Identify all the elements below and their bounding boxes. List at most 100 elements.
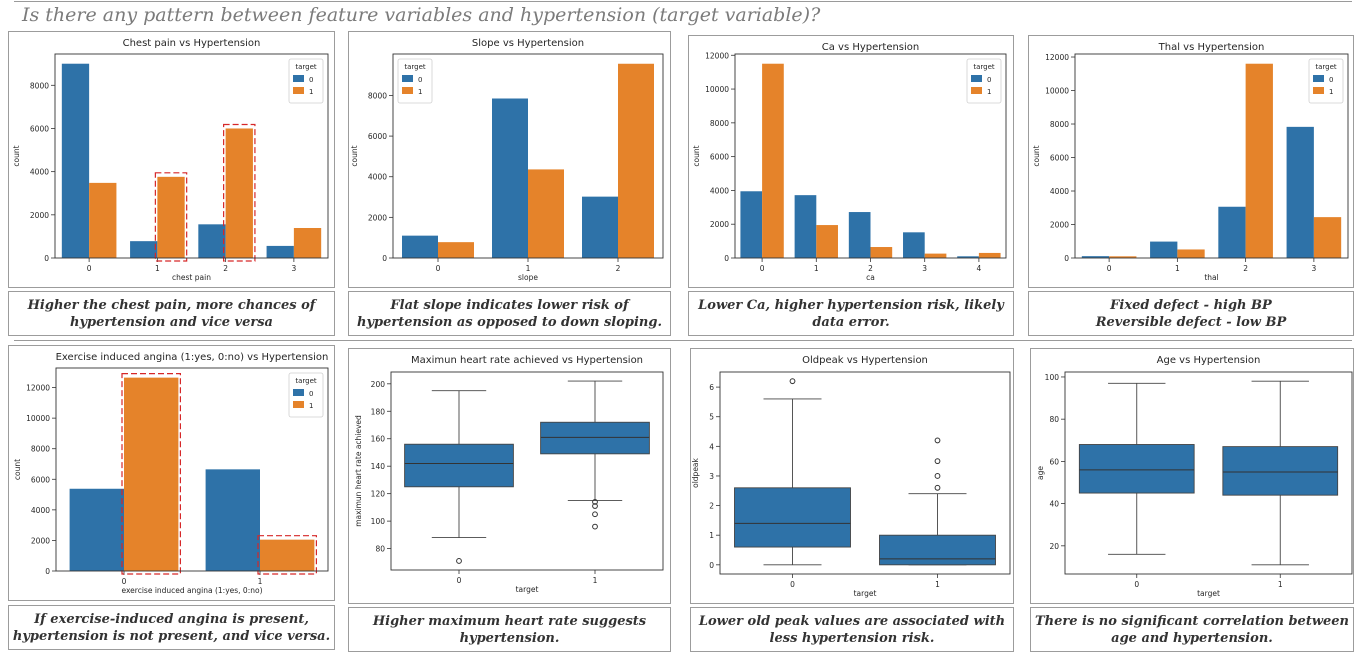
y-tick-label: 8000 xyxy=(368,91,387,100)
y-tick-label: 4000 xyxy=(30,168,49,177)
y-tick-label: 80 xyxy=(375,545,385,554)
x-tick-label: 0 xyxy=(122,577,127,586)
y-axis-label: age xyxy=(1036,466,1045,480)
legend-title: target xyxy=(295,63,317,71)
bar-target1-2 xyxy=(1245,63,1273,258)
highlight-box xyxy=(223,123,256,262)
legend-entry: 0 xyxy=(309,390,313,398)
bar-target1-0 xyxy=(89,182,117,258)
y-tick-label: 40 xyxy=(1049,500,1059,509)
outlier-point xyxy=(592,503,598,509)
legend-entry: 0 xyxy=(309,76,313,84)
y-axis-label: count xyxy=(692,145,701,166)
page-title: Is there any pattern between feature var… xyxy=(22,4,821,26)
oldpeak-chart: Oldpeak vs Hypertension 0 1 2 3 4 5 6 target oldp… xyxy=(691,355,1011,598)
y-tick-label: 8000 xyxy=(30,81,49,90)
bar-target0-2 xyxy=(582,196,618,258)
y-axis-label: count xyxy=(350,145,359,166)
box-target-0 xyxy=(404,443,514,488)
y-tick-label: 1 xyxy=(709,531,714,540)
bar-target1-0 xyxy=(1109,256,1137,258)
outlier-point xyxy=(592,498,598,505)
caption-thal: Fixed defect - high BP Reversible defect… xyxy=(1028,291,1354,336)
legend-entry: 1 xyxy=(309,402,313,410)
y-tick-label: 10000 xyxy=(705,85,729,94)
plot-frame xyxy=(1074,53,1349,259)
outlier-point xyxy=(456,558,462,564)
y-tick-label: 0 xyxy=(44,254,49,263)
x-axis-label: thal xyxy=(1204,273,1218,282)
box-target-0 xyxy=(1078,444,1195,494)
outlier-point xyxy=(592,523,598,530)
y-tick-label: 0 xyxy=(382,254,387,263)
bar-target0-0 xyxy=(1081,256,1110,258)
y-tick-label: 100 xyxy=(1045,373,1060,382)
bar-target0-3 xyxy=(266,245,294,258)
x-tick-label: 1 xyxy=(814,264,819,273)
bar-target0-1 xyxy=(1150,241,1178,258)
caption-oldpeak: Lower old peak values are associated wit… xyxy=(690,607,1014,652)
x-tick-label: 0 xyxy=(1107,264,1112,273)
bar-target0-1 xyxy=(794,195,817,258)
legend-swatch xyxy=(293,401,304,408)
box-target-1 xyxy=(1222,446,1339,496)
bar-target1-0 xyxy=(438,242,474,258)
legend-title: target xyxy=(973,63,995,71)
y-tick-label: 3 xyxy=(709,472,714,481)
outlier-point xyxy=(934,473,941,479)
y-tick-label: 6 xyxy=(709,383,714,392)
bar-target0-3 xyxy=(1286,126,1314,258)
bar-target1-1 xyxy=(260,539,315,571)
x-tick-label: 3 xyxy=(922,264,927,273)
thal-chart-panel: Thal vs Hypertension 0 2000 4000 6000 8000 100… xyxy=(1028,35,1354,288)
x-axis-label: chest pain xyxy=(172,273,211,282)
legend-swatch xyxy=(402,75,413,82)
plot-frame xyxy=(54,53,329,259)
y-tick-label: 0 xyxy=(1064,254,1069,263)
x-axis-label: target xyxy=(1197,589,1220,598)
legend-entry: 0 xyxy=(418,76,422,84)
x-tick-label: 4 xyxy=(977,264,982,273)
y-tick-label: 120 xyxy=(371,490,386,499)
y-tick-label: 200 xyxy=(371,380,386,389)
chest-pain-chart-panel: Chest pain vs Hypertension 0 2000 4000 6000 8… xyxy=(8,31,335,288)
caption-heart-rate: Higher maximum heart rate suggests hyper… xyxy=(348,607,671,652)
outlier-point xyxy=(934,484,941,491)
x-axis-label: exercise induced angina (1:yes, 0:no) xyxy=(121,586,262,595)
legend-swatch xyxy=(971,87,982,94)
highlight-box xyxy=(154,172,188,262)
caption-ca: Lower Ca, higher hypertension risk, like… xyxy=(688,291,1014,336)
legend-entry: 1 xyxy=(309,88,313,96)
x-tick-label: 1 xyxy=(593,576,598,585)
y-tick-label: 8000 xyxy=(31,445,50,454)
chart-title: Maximun heart rate achieved vs Hypertens… xyxy=(411,355,643,366)
bar-target0-0 xyxy=(402,235,438,258)
age-chart: Age vs Hypertension 20 40 60 80 100 target age 0… xyxy=(1036,355,1353,598)
legend-entry: 1 xyxy=(987,88,991,96)
y-tick-label: 2000 xyxy=(30,211,49,220)
legend-swatch xyxy=(293,389,304,396)
legend-entry: 0 xyxy=(1329,76,1333,84)
bar-target0-0 xyxy=(61,63,90,258)
y-tick-label: 8000 xyxy=(710,119,729,128)
bar-target0-1 xyxy=(205,469,260,571)
highlight-box xyxy=(121,373,182,575)
x-tick-label: 1 xyxy=(1175,264,1180,273)
y-tick-label: 0 xyxy=(724,254,729,263)
y-tick-label: 0 xyxy=(709,561,714,570)
y-axis-label: count xyxy=(12,145,21,166)
y-tick-label: 4000 xyxy=(1050,187,1069,196)
bar-target0-0 xyxy=(69,488,124,571)
outlier-point xyxy=(592,511,598,518)
chart-title: Chest pain vs Hypertension xyxy=(123,38,261,49)
x-tick-label: 2 xyxy=(223,264,228,273)
ca-chart-panel: Ca vs Hypertension 0 2000 4000 6000 8000 10000… xyxy=(688,35,1014,288)
x-tick-label: 0 xyxy=(760,264,765,273)
slope-chart-panel: Slope vs Hypertension 0 2000 4000 6000 8000 sl… xyxy=(348,31,671,288)
bar-target0-1 xyxy=(492,98,528,258)
plot-frame xyxy=(55,367,329,572)
x-tick-label: 1 xyxy=(258,577,263,586)
chart-title: Slope vs Hypertension xyxy=(472,38,584,49)
bar-target0-2 xyxy=(1218,206,1246,258)
y-tick-label: 4000 xyxy=(710,186,729,195)
